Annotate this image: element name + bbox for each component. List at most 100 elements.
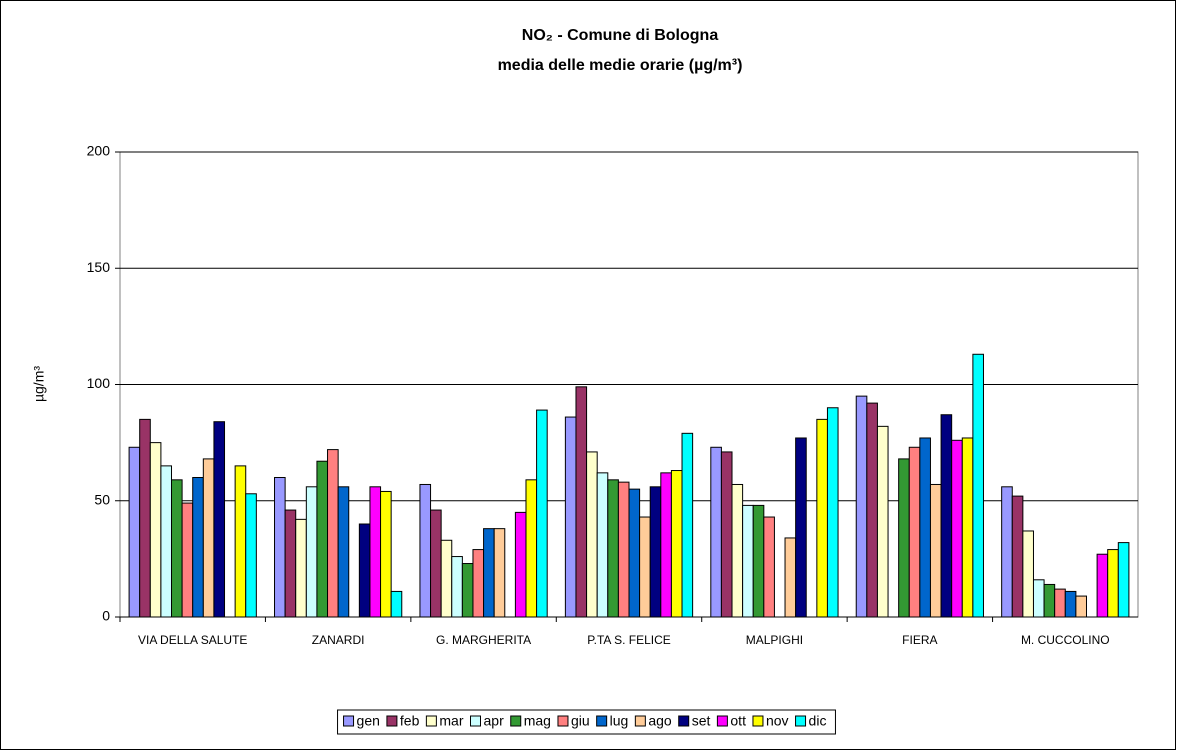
bar bbox=[1075, 595, 1087, 618]
bar bbox=[639, 516, 651, 618]
bar bbox=[763, 516, 775, 618]
bar bbox=[493, 528, 506, 618]
bar bbox=[607, 479, 619, 618]
bar bbox=[536, 409, 548, 618]
bar bbox=[202, 458, 215, 618]
legend-label: nov bbox=[766, 713, 789, 729]
x-tick-label: M. CUCCOLINO bbox=[1021, 633, 1110, 647]
bar bbox=[160, 465, 173, 618]
x-tick-label: ZANARDI bbox=[312, 633, 365, 647]
bar bbox=[586, 451, 598, 618]
bar bbox=[720, 451, 733, 618]
x-tick-label: VIA DELLA SALUTE bbox=[138, 633, 247, 647]
bar bbox=[940, 414, 953, 618]
bar bbox=[234, 465, 247, 618]
bar bbox=[316, 460, 329, 618]
legend-swatch bbox=[386, 715, 398, 727]
bar bbox=[855, 395, 868, 618]
bar bbox=[929, 483, 942, 618]
bar bbox=[1011, 495, 1024, 618]
bar bbox=[245, 493, 257, 618]
legend-swatch bbox=[425, 715, 437, 727]
bar bbox=[369, 486, 382, 618]
legend-swatch bbox=[343, 715, 355, 727]
legend-swatch bbox=[752, 715, 764, 727]
x-tick-label: G. MARGHERITA bbox=[436, 633, 531, 647]
bar bbox=[181, 502, 194, 618]
legend-label: apr bbox=[484, 713, 505, 729]
bar bbox=[274, 477, 286, 618]
bar bbox=[128, 446, 141, 618]
bar bbox=[1043, 583, 1056, 618]
bar bbox=[908, 446, 921, 618]
legend-swatch bbox=[716, 715, 728, 727]
legend-swatch bbox=[678, 715, 690, 727]
bar bbox=[784, 537, 797, 618]
bar bbox=[752, 504, 765, 618]
bar bbox=[1054, 588, 1066, 618]
bar bbox=[295, 518, 307, 618]
bar bbox=[1064, 590, 1077, 618]
bar bbox=[337, 486, 350, 618]
bar bbox=[284, 509, 297, 618]
bar bbox=[171, 479, 183, 618]
bar bbox=[1032, 579, 1045, 618]
bar bbox=[390, 590, 403, 618]
bar bbox=[440, 539, 453, 618]
bar bbox=[380, 490, 392, 618]
bar bbox=[961, 437, 974, 618]
bar bbox=[649, 486, 662, 618]
bar bbox=[731, 483, 744, 618]
bar bbox=[514, 511, 527, 618]
bar bbox=[213, 421, 226, 618]
legend-label: lug bbox=[610, 713, 629, 729]
bar bbox=[1107, 549, 1119, 618]
bar bbox=[525, 479, 538, 618]
bar bbox=[898, 458, 910, 618]
bar bbox=[826, 407, 839, 618]
y-tick-label: 100 bbox=[87, 375, 111, 391]
bar bbox=[596, 472, 609, 618]
bar bbox=[483, 528, 495, 618]
bar bbox=[816, 418, 828, 618]
bar bbox=[575, 386, 588, 618]
bar bbox=[564, 416, 577, 618]
legend-swatch bbox=[634, 715, 646, 727]
legend-swatch bbox=[470, 715, 481, 727]
bar bbox=[972, 353, 984, 618]
chart-title: NO₂ - Comune di Bologna bbox=[522, 27, 719, 44]
bar bbox=[1117, 542, 1130, 618]
bar bbox=[139, 418, 151, 618]
legend-label: mag bbox=[524, 713, 551, 729]
bar bbox=[192, 477, 204, 618]
bar bbox=[1001, 486, 1013, 618]
legend-swatch bbox=[795, 715, 807, 727]
x-tick-label: P.TA S. FELICE bbox=[587, 633, 671, 647]
bar bbox=[419, 483, 432, 618]
bar bbox=[628, 488, 641, 618]
bar bbox=[617, 481, 630, 618]
chart-subtitle: media delle medie orarie (µg/m³) bbox=[498, 57, 743, 74]
bar bbox=[358, 523, 371, 618]
y-tick-label: 0 bbox=[102, 608, 110, 624]
bar bbox=[710, 446, 722, 618]
legend-label: feb bbox=[400, 713, 420, 729]
bar bbox=[461, 563, 474, 618]
bar bbox=[472, 549, 485, 618]
legend-label: ago bbox=[648, 713, 672, 729]
bar bbox=[451, 556, 463, 618]
bar bbox=[1096, 553, 1109, 618]
legend-label: giu bbox=[571, 713, 590, 729]
x-tick-label: MALPIGHI bbox=[746, 633, 803, 647]
bar bbox=[951, 439, 963, 618]
legend-swatch bbox=[596, 715, 608, 727]
bar bbox=[742, 504, 754, 618]
legend-swatch bbox=[510, 715, 522, 727]
y-axis-label: µg/m³ bbox=[31, 366, 47, 402]
legend-label: dic bbox=[809, 713, 827, 729]
legend-label: set bbox=[692, 713, 711, 729]
bar bbox=[795, 437, 807, 618]
y-tick-label: 50 bbox=[94, 491, 110, 507]
y-tick-label: 150 bbox=[87, 259, 111, 275]
